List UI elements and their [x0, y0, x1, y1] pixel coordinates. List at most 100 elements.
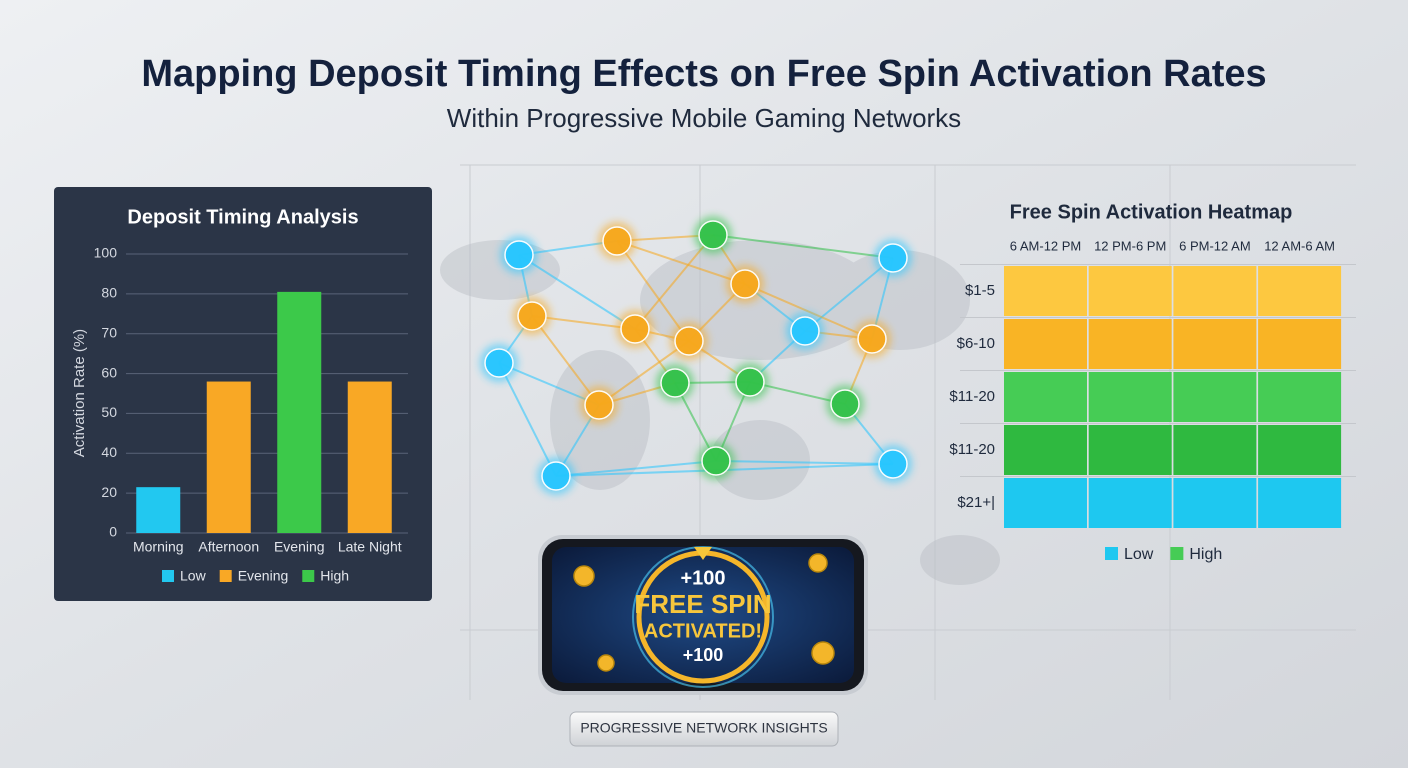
network-node: [504, 240, 534, 270]
heat-cell: [1258, 425, 1342, 475]
row-label: $11-20: [949, 388, 995, 405]
row-label: $21+|: [957, 494, 995, 511]
network-node: [620, 314, 650, 344]
page-title: Mapping Deposit Timing Effects on Free S…: [141, 53, 1266, 95]
row-label: $6-10: [957, 335, 995, 352]
phone: +100 FREE SPIN ACTIVATED! +100: [538, 535, 868, 695]
chart-title: Deposit Timing Analysis: [127, 206, 358, 228]
column-label: 12 AM-6 AM: [1264, 238, 1335, 253]
page-subtitle: Within Progressive Mobile Gaming Network…: [447, 103, 961, 133]
bar: [206, 381, 251, 533]
legend-label: High: [320, 568, 349, 584]
heat-cell: [1258, 372, 1342, 422]
bar: [136, 487, 181, 533]
y-tick-label: 40: [101, 444, 117, 460]
y-tick-label: 20: [101, 484, 117, 500]
heat-cell: [1088, 319, 1172, 369]
heat-cell: [1088, 478, 1172, 528]
phone-top: +100: [680, 567, 725, 589]
heat-cell: [1173, 478, 1257, 528]
network-node: [517, 301, 547, 331]
network-node: [584, 390, 614, 420]
heat-cell: [1258, 319, 1342, 369]
heat-cell: [1004, 372, 1087, 422]
network-node: [830, 389, 860, 419]
legend-label: Low: [180, 568, 207, 584]
heat-cell: [1173, 266, 1257, 316]
network-node: [735, 367, 765, 397]
heat-cell: [1173, 425, 1257, 475]
heat-cell: [1258, 478, 1342, 528]
column-label: 12 PM-6 PM: [1094, 238, 1166, 253]
heatmap-title: Free Spin Activation Heatmap: [1010, 201, 1293, 223]
legend-label: High: [1189, 546, 1222, 563]
network-edge: [634, 234, 714, 330]
network-edge: [616, 240, 690, 342]
column-label: 6 PM-12 AM: [1179, 238, 1251, 253]
x-tick-label: Evening: [274, 539, 325, 555]
network-node: [541, 461, 571, 491]
network-diagram: [480, 216, 912, 495]
badge-text: PROGRESSIVE NETWORK INSIGHTS: [580, 720, 827, 736]
phone-screen: [552, 547, 854, 683]
legend-swatch: [1105, 547, 1118, 560]
network-edge: [804, 257, 894, 332]
phone-line1: FREE SPIN: [634, 589, 771, 619]
phone-bottom: +100: [683, 645, 724, 665]
network-node: [674, 326, 704, 356]
bar: [277, 291, 322, 533]
heat-cell: [1258, 266, 1342, 316]
network-node: [660, 368, 690, 398]
legend-swatch: [302, 570, 315, 582]
network-edge: [715, 460, 894, 465]
legend-label: Low: [1124, 546, 1154, 563]
heat-cell: [1173, 319, 1257, 369]
network-node: [790, 316, 820, 346]
network-edge: [712, 234, 894, 259]
badge: [569, 711, 839, 747]
y-tick-label: 60: [101, 364, 117, 380]
network-edge: [744, 283, 873, 340]
x-tick-label: Late Night: [338, 539, 402, 555]
heat-cell: [1088, 372, 1172, 422]
network-node: [878, 243, 908, 273]
network-node: [730, 269, 760, 299]
bar-chart-panel: Deposit Timing Analysis Activation Rate …: [54, 187, 432, 601]
y-axis-label: Activation Rate (%): [71, 329, 88, 457]
legend-swatch: [219, 570, 232, 582]
heatmap: Free Spin Activation Heatmap 6 AM-12 PM 1…: [949, 201, 1356, 563]
phone-line2: ACTIVATED!: [644, 620, 762, 642]
heat-cell: [1088, 425, 1172, 475]
y-tick-label: 50: [101, 404, 117, 420]
column-label: 6 AM-12 PM: [1010, 238, 1082, 253]
network-node: [602, 226, 632, 256]
network-edge: [518, 254, 636, 330]
y-tick-label: 70: [101, 324, 117, 340]
pointer: [694, 547, 712, 560]
network-edge: [555, 460, 717, 477]
legend-swatch: [162, 570, 174, 582]
network-edge: [616, 240, 746, 285]
network-node: [857, 324, 887, 354]
network-node: [698, 220, 728, 250]
heat-cell: [1088, 266, 1172, 316]
y-tick-label: 100: [94, 245, 118, 261]
row-label: $1-5: [965, 282, 995, 299]
legend-swatch: [1170, 547, 1184, 560]
row-label: $11-20: [949, 441, 995, 458]
heat-cell: [1004, 319, 1087, 369]
heat-cell: [1004, 478, 1087, 528]
bar: [347, 381, 392, 533]
y-tick-label: 80: [101, 285, 117, 301]
y-tick-label: 0: [109, 524, 117, 540]
network-edge: [498, 362, 557, 477]
coins: [573, 553, 835, 672]
heat-cell: [1173, 372, 1257, 422]
x-tick-label: Morning: [133, 539, 184, 555]
heat-cell: [1004, 425, 1087, 475]
network-node: [701, 446, 731, 476]
x-tick-label: Afternoon: [198, 539, 259, 555]
heat-cell: [1004, 266, 1087, 316]
